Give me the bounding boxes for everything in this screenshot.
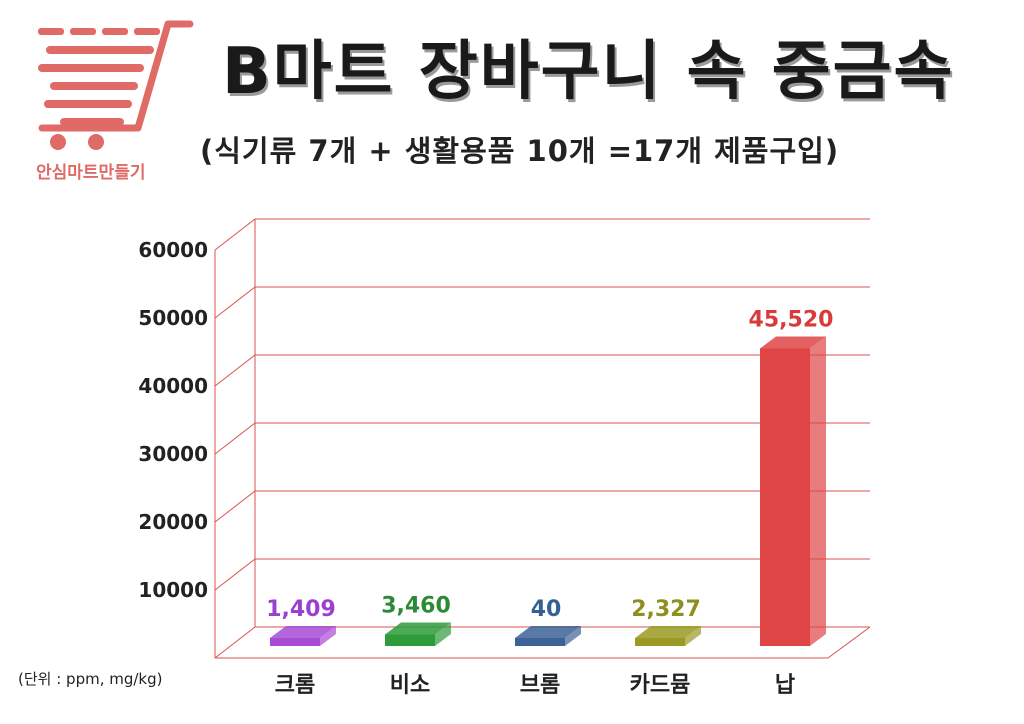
gridline-diagonal [214,354,256,387]
y-tick-label: 20000 [138,510,208,534]
page-title: B마트 장바구니 속 중금속 [222,35,955,109]
floor-left-edge [214,626,256,659]
cart-logo-icon [38,20,194,150]
unit-note: (단위 : ppm, mg/kg) [18,670,163,688]
bar-front [270,638,320,646]
bar-side [810,336,826,646]
bar-value-label: 1,409 [266,597,336,622]
bar-front [515,638,565,646]
bar-top [385,622,451,635]
bar-value-label: 40 [531,597,562,622]
bar-value-label: 2,327 [631,597,701,622]
x-category-label: 카드뮴 [630,673,691,698]
y-tick-label: 10000 [138,578,208,602]
page-subtitle: (식기류 7개 + 생활용품 10개 =17개 제품구입) [200,134,840,168]
y-tick-label: 60000 [138,238,208,262]
gridline-diagonal [214,218,256,251]
gridline-diagonal [214,490,256,523]
floor-right-edge [827,626,871,659]
bar-top [270,626,336,638]
x-category-label: 납 [775,673,795,698]
bar-top [515,626,581,638]
x-category-label: 크롬 [275,673,315,698]
bar-top [635,626,701,638]
bar-side [685,626,701,646]
y-tick-label: 50000 [138,306,208,330]
gridline-diagonal [214,422,256,455]
x-category-label: 브롬 [520,673,560,698]
x-category-label: 비소 [390,673,430,698]
bar-front [635,638,685,646]
bar-top [760,336,826,349]
bar-side [320,626,336,646]
y-tick-label: 40000 [138,374,208,398]
bar-value-label: 3,460 [381,593,451,618]
logo-text: 안심마트만들기 [36,163,146,183]
y-tick-label: 30000 [138,442,208,466]
gridline-diagonal [214,286,256,319]
bar-value-label: 45,520 [749,307,834,332]
bar-side [565,626,581,646]
gridline-diagonal [214,558,256,591]
bar-front [760,348,810,646]
bar-front [385,634,435,646]
bar-side [435,622,451,646]
